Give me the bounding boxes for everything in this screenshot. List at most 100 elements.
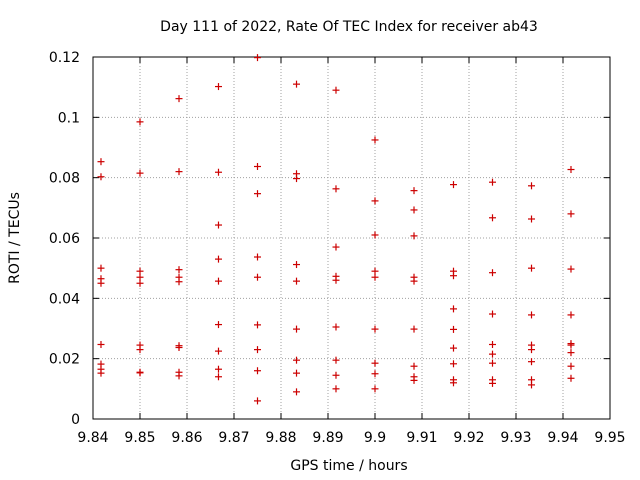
x-tick-label: 9.89 bbox=[312, 430, 343, 446]
data-point bbox=[489, 178, 496, 186]
data-point bbox=[567, 341, 575, 349]
x-tick-label: 9.93 bbox=[500, 430, 531, 446]
data-point bbox=[332, 371, 340, 379]
x-tick-label: 9.9 bbox=[364, 430, 386, 446]
x-tick-label: 9.92 bbox=[453, 430, 484, 446]
x-tick-label: 9.88 bbox=[265, 430, 296, 446]
x-axis-ticks: 9.84 9.85 9.86 9.87 9.88 9.89 9.9 9.91 9.92 9.93 9… bbox=[77, 57, 626, 446]
data-point bbox=[371, 267, 379, 275]
data-point bbox=[293, 277, 301, 285]
data-point bbox=[136, 267, 144, 275]
x-tick-label: 9.91 bbox=[406, 430, 437, 446]
data-point bbox=[489, 310, 496, 318]
data-point bbox=[449, 181, 457, 189]
y-tick-label: 0.12 bbox=[49, 50, 80, 66]
x-tick-label: 9.84 bbox=[77, 430, 108, 446]
data-point bbox=[371, 370, 379, 378]
data-point bbox=[528, 346, 536, 354]
data-point bbox=[214, 255, 222, 263]
data-point bbox=[489, 350, 496, 358]
data-point bbox=[332, 185, 340, 193]
y-axis-label: ROTI / TECUs bbox=[7, 192, 23, 284]
data-point bbox=[410, 206, 418, 214]
data-point bbox=[97, 279, 105, 287]
data-point bbox=[567, 265, 575, 273]
data-point bbox=[371, 325, 379, 333]
data-point bbox=[254, 54, 261, 62]
x-axis-label: GPS time / hours bbox=[290, 458, 407, 474]
data-point bbox=[449, 344, 457, 352]
data-point bbox=[489, 214, 496, 222]
x-tick-label: 9.86 bbox=[171, 430, 202, 446]
data-point bbox=[254, 273, 261, 281]
data-point bbox=[371, 273, 379, 281]
data-point bbox=[254, 397, 261, 405]
data-point bbox=[528, 215, 536, 223]
data-point bbox=[449, 305, 457, 313]
data-point bbox=[293, 388, 301, 396]
data-point bbox=[528, 381, 536, 389]
data-point bbox=[214, 373, 222, 381]
data-point bbox=[371, 136, 379, 144]
data-point bbox=[136, 346, 144, 354]
data-point bbox=[136, 279, 144, 287]
data-point bbox=[449, 379, 457, 387]
data-point bbox=[567, 349, 575, 357]
data-point bbox=[410, 277, 418, 285]
data-point bbox=[214, 321, 222, 329]
data-point bbox=[332, 385, 340, 393]
data-point bbox=[567, 311, 575, 319]
y-tick-label: 0 bbox=[71, 412, 80, 428]
data-point bbox=[410, 232, 418, 240]
data-point bbox=[293, 261, 301, 269]
x-tick-label: 9.85 bbox=[124, 430, 155, 446]
data-point bbox=[332, 86, 340, 94]
x-tick-label: 9.87 bbox=[218, 430, 249, 446]
data-point bbox=[567, 210, 575, 218]
data-point bbox=[332, 243, 340, 251]
data-point bbox=[449, 360, 457, 368]
data-point bbox=[332, 323, 340, 331]
data-point bbox=[254, 321, 261, 329]
data-point bbox=[293, 175, 301, 183]
data-point bbox=[371, 385, 379, 393]
data-point bbox=[293, 356, 301, 364]
data-point bbox=[528, 311, 536, 319]
data-point bbox=[528, 264, 536, 272]
data-point bbox=[175, 344, 183, 352]
y-tick-label: 0.04 bbox=[49, 291, 80, 307]
x-tick-label: 9.95 bbox=[594, 430, 625, 446]
data-point bbox=[175, 266, 183, 274]
data-point bbox=[136, 118, 144, 126]
y-tick-label: 0.1 bbox=[58, 110, 80, 126]
data-point bbox=[528, 358, 536, 366]
data-point bbox=[214, 347, 222, 355]
data-point bbox=[254, 346, 261, 354]
data-point bbox=[371, 197, 379, 205]
data-point bbox=[567, 166, 575, 174]
data-points bbox=[97, 54, 575, 405]
data-point bbox=[97, 173, 105, 181]
data-point bbox=[136, 369, 144, 377]
data-point bbox=[410, 362, 418, 370]
data-point bbox=[293, 325, 301, 333]
data-point bbox=[449, 272, 457, 280]
data-point bbox=[97, 340, 105, 348]
data-point bbox=[332, 356, 340, 364]
data-point bbox=[567, 362, 575, 370]
data-point bbox=[293, 80, 301, 88]
y-tick-label: 0.02 bbox=[49, 352, 80, 368]
data-point bbox=[489, 269, 496, 277]
data-point bbox=[489, 359, 496, 367]
data-point bbox=[97, 369, 105, 377]
data-point bbox=[254, 367, 261, 375]
data-point bbox=[175, 278, 183, 286]
data-point bbox=[567, 374, 575, 382]
data-point bbox=[489, 379, 496, 387]
data-point bbox=[410, 325, 418, 333]
data-point bbox=[449, 325, 457, 333]
data-point bbox=[214, 277, 222, 285]
data-point bbox=[214, 365, 222, 373]
data-point bbox=[254, 253, 261, 261]
